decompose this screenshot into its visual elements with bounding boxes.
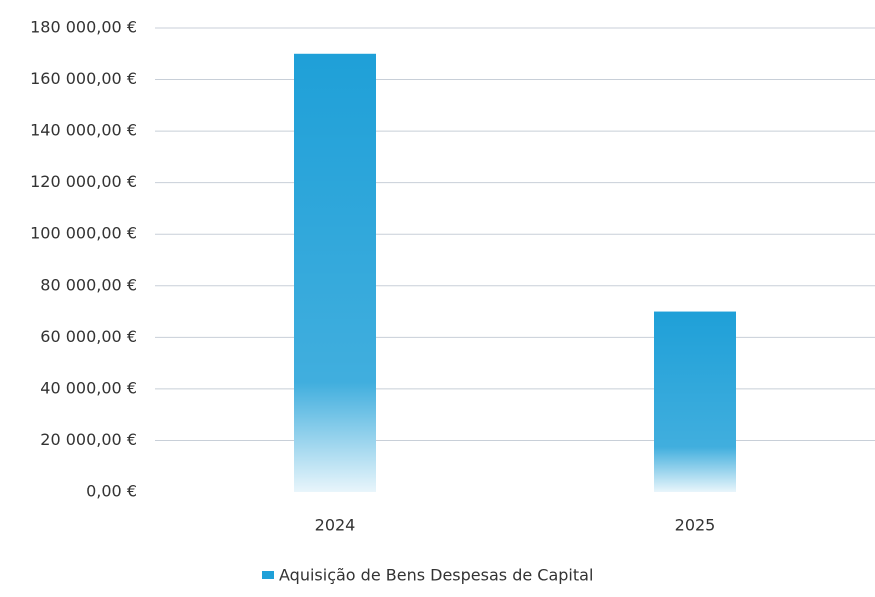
y-tick-label: 0,00 € (86, 482, 137, 501)
y-tick-label: 180 000,00 € (30, 18, 137, 37)
y-tick-label: 20 000,00 € (40, 430, 137, 449)
y-tick-label: 160 000,00 € (30, 69, 137, 88)
y-tick-label: 60 000,00 € (40, 327, 137, 346)
legend-label: Aquisição de Bens Despesas de Capital (279, 566, 593, 585)
y-tick-label: 80 000,00 € (40, 275, 137, 294)
y-tick-label: 100 000,00 € (30, 224, 137, 243)
legend-swatch (262, 571, 274, 579)
y-tick-label: 120 000,00 € (30, 172, 137, 191)
bar (294, 53, 376, 493)
x-tick-label: 2025 (675, 516, 716, 535)
y-tick-label: 40 000,00 € (40, 378, 137, 397)
x-tick-label: 2024 (315, 516, 356, 535)
bar (654, 311, 736, 492)
y-tick-label: 140 000,00 € (30, 121, 137, 140)
